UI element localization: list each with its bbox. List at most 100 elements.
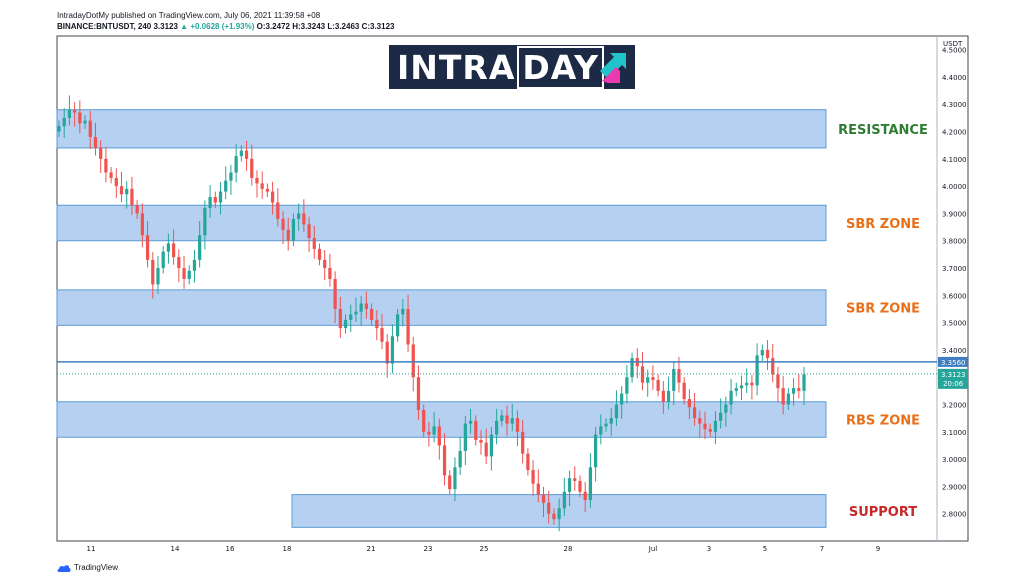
candle-body	[390, 336, 395, 364]
candle-body	[567, 478, 572, 492]
candle-body	[192, 259, 197, 271]
y-tick-label: 3.0000	[942, 456, 967, 464]
candle-body	[99, 147, 103, 159]
candle-body	[651, 377, 655, 380]
last-price: 3.3123	[153, 22, 178, 31]
candle-body	[672, 369, 676, 391]
candle-body	[734, 388, 738, 391]
candle-body	[109, 172, 113, 178]
candle-body	[401, 308, 405, 315]
publish-line: IntradayDotMy published on TradingView.c…	[57, 11, 321, 20]
candle-body	[260, 183, 264, 189]
y-tick-label: 3.6000	[942, 292, 967, 300]
candle-body	[427, 431, 431, 435]
candle-body	[354, 311, 358, 315]
candle-body	[448, 475, 452, 490]
last-price-tag	[938, 368, 968, 389]
candle-body	[145, 235, 150, 260]
candle-body	[93, 137, 98, 148]
logo-text: INTRA DAY	[389, 45, 605, 89]
y-tick-label: 2.9000	[942, 483, 967, 491]
candle-body	[125, 188, 129, 195]
candle-body	[797, 388, 801, 391]
arrow-up-icon: ▲	[180, 22, 189, 31]
candle-body	[666, 390, 671, 402]
candle-body	[713, 420, 718, 432]
x-tick-label: 3	[707, 545, 711, 553]
zone-band	[56, 109, 827, 149]
candle-body	[156, 268, 160, 285]
candle-body	[73, 109, 77, 113]
bar-countdown-label: 20:06	[943, 380, 964, 388]
x-tick-label: 9	[876, 545, 880, 553]
candle-body	[557, 508, 561, 520]
candle-body	[442, 445, 447, 476]
candle-body	[297, 213, 301, 219]
candle-body	[562, 491, 566, 509]
candle-body	[250, 158, 254, 178]
last-price-label: 3.3123	[941, 371, 966, 379]
candle-body	[364, 303, 368, 309]
candle-body	[255, 177, 259, 184]
tradingview-label: TradingView	[74, 563, 119, 572]
candle-body	[416, 377, 421, 410]
candle-body	[359, 303, 363, 312]
candle-body	[422, 409, 426, 432]
candle-body	[630, 358, 634, 378]
candle-body	[604, 423, 608, 427]
candle-body	[286, 229, 290, 241]
candle-body	[317, 248, 322, 260]
candle-body	[661, 390, 665, 402]
candles	[57, 95, 806, 532]
candle-body	[692, 407, 697, 419]
candle-body	[396, 314, 400, 337]
candle-body	[620, 393, 624, 405]
tradingview-cloud-icon	[57, 564, 71, 572]
candle-body	[265, 188, 270, 192]
candle-body	[510, 418, 514, 424]
tradingview-brand[interactable]: TradingView	[57, 563, 118, 572]
candle-body	[349, 314, 353, 320]
candle-body	[291, 218, 296, 241]
candle-body	[599, 426, 603, 435]
x-tick-label: 18	[283, 545, 292, 553]
candle-body	[458, 450, 462, 468]
logo-arrows-icon	[600, 53, 626, 83]
candle-body	[104, 158, 108, 173]
candle-body	[88, 120, 92, 137]
candle-body	[609, 418, 613, 424]
candle-body	[432, 426, 436, 435]
symbol-line: BINANCE:BNTUSDT, 240 3.3123 ▲ +0.0628 (+…	[57, 21, 394, 32]
candle-body	[786, 393, 790, 405]
y-tick-label: 3.9000	[942, 210, 967, 218]
y-tick-label: 4.3000	[942, 101, 967, 109]
y-tick-label: 3.5000	[942, 320, 967, 328]
candle-body	[375, 319, 379, 329]
x-tick-label: 21	[367, 545, 376, 553]
x-tick-label: 16	[226, 545, 235, 553]
candle-body	[593, 434, 598, 468]
candle-body	[140, 213, 144, 236]
y-tick-label: 3.2000	[942, 402, 967, 410]
candle-body	[521, 431, 525, 454]
candle-body	[83, 120, 87, 124]
x-tick-label: 7	[820, 545, 824, 553]
candle-body	[328, 268, 332, 279]
candle-body	[698, 418, 702, 424]
candle-body	[172, 243, 176, 258]
currency-label: USDT	[943, 40, 963, 48]
candle-body	[208, 197, 212, 208]
candle-body	[739, 385, 744, 389]
zone-label: SBR ZONE	[846, 217, 920, 232]
candle-body	[541, 494, 546, 503]
candle-body	[338, 308, 342, 329]
candle-body	[708, 429, 712, 432]
candle-body	[573, 478, 577, 481]
candle-body	[583, 491, 587, 501]
y-tick-label: 4.4000	[942, 74, 967, 82]
candle-body	[505, 415, 509, 424]
candle-body	[244, 150, 249, 159]
y-tick-label: 4.0000	[942, 183, 967, 191]
